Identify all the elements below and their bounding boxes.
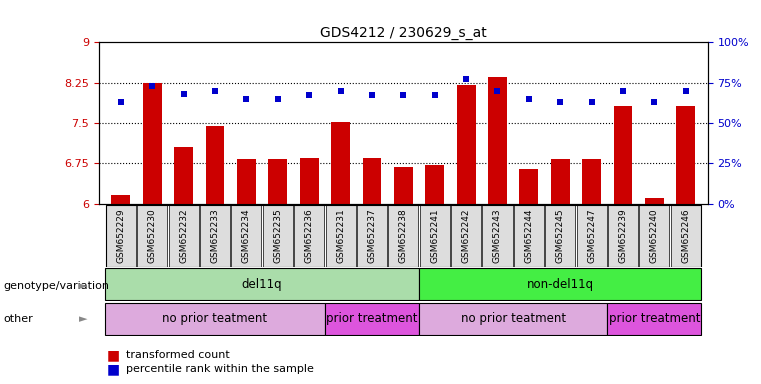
Bar	[269, 159, 287, 204]
Point	[240, 96, 253, 102]
FancyBboxPatch shape	[577, 205, 607, 267]
Title: GDS4212 / 230629_s_at: GDS4212 / 230629_s_at	[320, 26, 487, 40]
Bar	[300, 158, 319, 204]
FancyBboxPatch shape	[231, 205, 262, 267]
Text: ►: ►	[79, 314, 88, 324]
Bar	[582, 159, 601, 204]
Text: genotype/variation: genotype/variation	[4, 281, 110, 291]
Bar	[520, 169, 538, 204]
FancyBboxPatch shape	[105, 303, 325, 334]
Text: percentile rank within the sample: percentile rank within the sample	[126, 364, 314, 374]
FancyBboxPatch shape	[106, 205, 136, 267]
FancyBboxPatch shape	[670, 205, 701, 267]
FancyBboxPatch shape	[326, 205, 355, 267]
Point	[177, 91, 189, 97]
Text: GSM652229: GSM652229	[116, 209, 126, 263]
FancyBboxPatch shape	[263, 205, 293, 267]
Text: non-del11q: non-del11q	[527, 278, 594, 291]
Point	[585, 99, 597, 105]
Point	[492, 88, 504, 94]
Bar	[237, 159, 256, 204]
Text: GSM652235: GSM652235	[273, 209, 282, 263]
Bar	[613, 106, 632, 204]
Text: GSM652242: GSM652242	[462, 209, 470, 263]
Text: GSM652240: GSM652240	[650, 209, 659, 263]
Bar	[205, 126, 224, 204]
Text: GSM652247: GSM652247	[587, 209, 596, 263]
Point	[428, 93, 441, 99]
FancyBboxPatch shape	[419, 268, 702, 300]
Point	[397, 93, 409, 99]
Point	[554, 99, 566, 105]
Point	[617, 88, 629, 94]
Point	[366, 93, 378, 99]
Text: GSM652232: GSM652232	[179, 209, 188, 263]
Bar	[362, 158, 381, 204]
Text: del11q: del11q	[242, 278, 282, 291]
Bar	[394, 167, 412, 204]
Point	[460, 76, 472, 83]
Text: no prior teatment: no prior teatment	[163, 312, 268, 325]
FancyBboxPatch shape	[137, 205, 167, 267]
FancyBboxPatch shape	[482, 205, 513, 267]
Bar	[111, 195, 130, 204]
Point	[523, 96, 535, 102]
Text: GSM652233: GSM652233	[211, 209, 219, 263]
Text: GSM652230: GSM652230	[148, 209, 157, 263]
Point	[648, 99, 661, 105]
Bar	[488, 77, 507, 204]
Text: GSM652241: GSM652241	[430, 209, 439, 263]
Bar	[457, 85, 476, 204]
Text: other: other	[4, 314, 33, 324]
Text: prior treatment: prior treatment	[609, 312, 700, 325]
Text: GSM652234: GSM652234	[242, 209, 251, 263]
FancyBboxPatch shape	[388, 205, 419, 267]
Text: ►: ►	[79, 281, 88, 291]
Bar	[677, 106, 696, 204]
Point	[335, 88, 347, 94]
Text: GSM652243: GSM652243	[493, 209, 502, 263]
FancyBboxPatch shape	[294, 205, 324, 267]
Text: transformed count: transformed count	[126, 350, 229, 360]
Point	[680, 88, 692, 94]
Text: GSM652245: GSM652245	[556, 209, 565, 263]
Text: GSM652239: GSM652239	[619, 209, 628, 263]
Text: GSM652246: GSM652246	[681, 209, 690, 263]
Point	[146, 83, 158, 89]
Text: no prior teatment: no prior teatment	[460, 312, 565, 325]
Point	[209, 88, 221, 94]
Text: GSM652237: GSM652237	[368, 209, 377, 263]
Text: GSM652236: GSM652236	[304, 209, 314, 263]
FancyBboxPatch shape	[639, 205, 670, 267]
Text: GSM652244: GSM652244	[524, 209, 533, 263]
Text: GSM652238: GSM652238	[399, 209, 408, 263]
FancyBboxPatch shape	[105, 268, 419, 300]
FancyBboxPatch shape	[325, 303, 419, 334]
FancyBboxPatch shape	[357, 205, 387, 267]
FancyBboxPatch shape	[608, 205, 638, 267]
Point	[115, 99, 127, 105]
Point	[272, 96, 284, 102]
Bar	[174, 147, 193, 204]
FancyBboxPatch shape	[419, 303, 607, 334]
Text: ■: ■	[107, 362, 119, 376]
Text: ■: ■	[107, 348, 119, 362]
Bar	[331, 122, 350, 204]
FancyBboxPatch shape	[545, 205, 575, 267]
Text: prior treatment: prior treatment	[326, 312, 418, 325]
Bar	[143, 83, 161, 204]
FancyBboxPatch shape	[169, 205, 199, 267]
FancyBboxPatch shape	[419, 205, 450, 267]
Bar	[645, 198, 664, 204]
FancyBboxPatch shape	[514, 205, 544, 267]
FancyBboxPatch shape	[607, 303, 702, 334]
Point	[303, 93, 315, 99]
Bar	[551, 159, 570, 204]
FancyBboxPatch shape	[451, 205, 481, 267]
FancyBboxPatch shape	[200, 205, 230, 267]
Text: GSM652231: GSM652231	[336, 209, 345, 263]
Bar	[425, 165, 444, 204]
